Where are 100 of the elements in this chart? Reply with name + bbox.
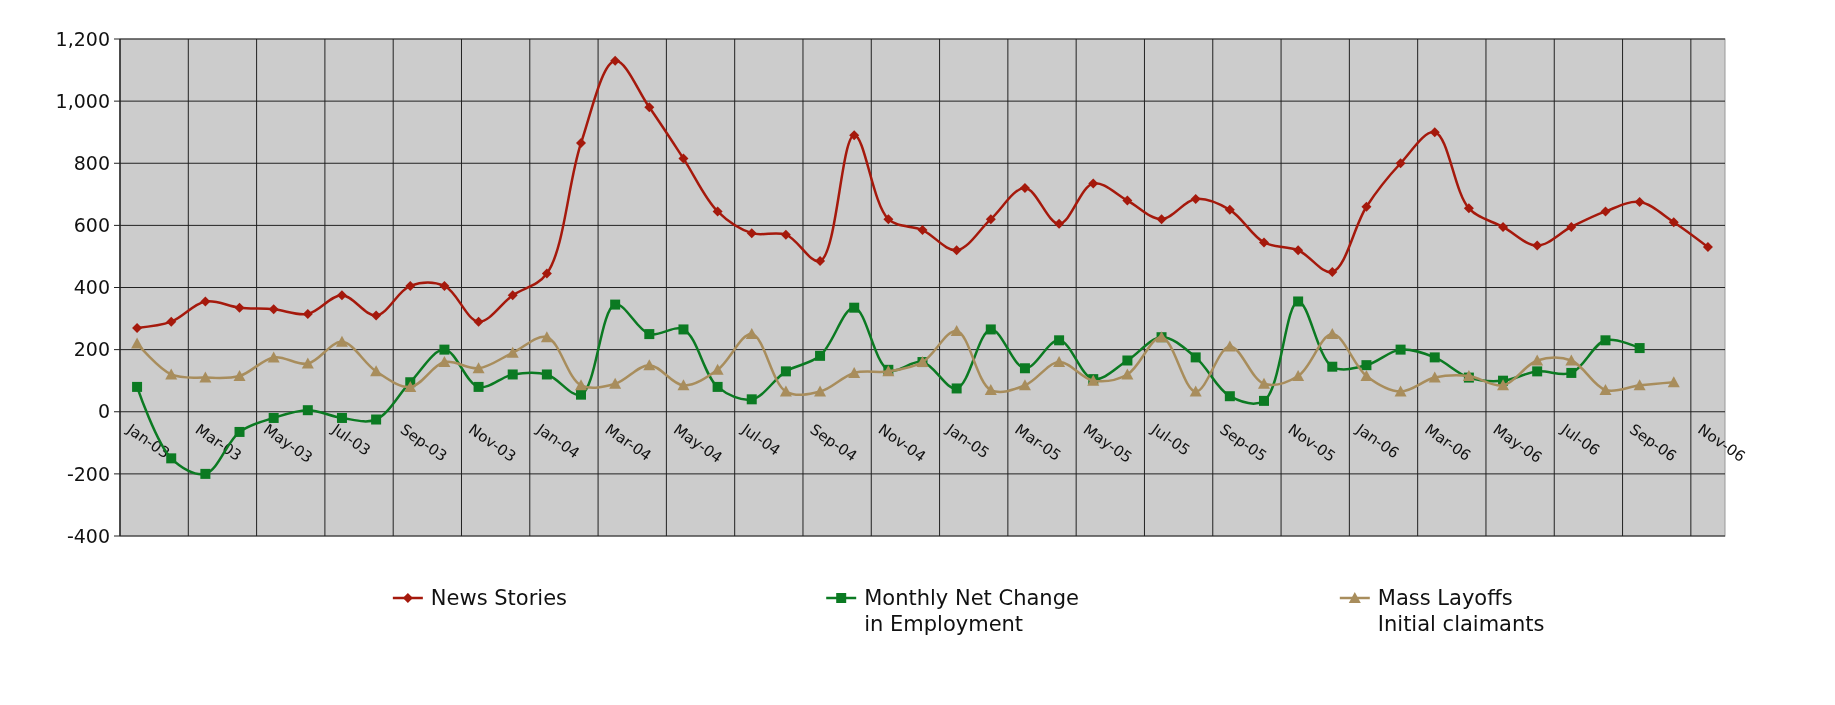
y-tick-label: -200 — [66, 462, 110, 485]
legend-label: Monthly Net Change in Employment — [864, 586, 1079, 636]
legend-label: Mass Layoffs Initial claimants — [1377, 586, 1545, 636]
point — [1532, 366, 1543, 377]
point — [472, 362, 485, 374]
y-tick-label: 800 — [73, 151, 110, 174]
point — [1018, 379, 1031, 391]
point — [677, 379, 690, 391]
point — [1122, 355, 1133, 366]
point — [541, 268, 552, 279]
point — [883, 214, 894, 225]
point — [200, 296, 211, 307]
point — [1326, 328, 1339, 340]
point — [1019, 363, 1030, 374]
point — [575, 379, 588, 391]
point — [473, 316, 484, 327]
point — [985, 324, 996, 335]
point — [1190, 193, 1201, 204]
point — [234, 302, 245, 313]
point — [678, 324, 689, 335]
point — [984, 384, 997, 396]
point — [1327, 361, 1338, 372]
point — [1223, 340, 1236, 352]
point — [951, 383, 962, 394]
point — [1395, 344, 1406, 355]
point — [1327, 266, 1338, 277]
point — [1019, 183, 1030, 194]
point — [1054, 335, 1065, 346]
point — [1224, 204, 1235, 215]
point — [1429, 352, 1440, 363]
point — [1257, 377, 1270, 389]
point — [1053, 356, 1066, 368]
point — [371, 414, 382, 425]
point — [1498, 221, 1509, 232]
point — [644, 102, 655, 113]
point — [371, 310, 382, 321]
point — [1463, 203, 1474, 214]
point — [746, 394, 757, 405]
point — [1668, 217, 1679, 228]
point — [1497, 379, 1510, 391]
point — [165, 368, 178, 380]
point — [609, 377, 622, 389]
y-tick-label: 1,200 — [55, 27, 110, 50]
point — [1156, 214, 1167, 225]
point — [507, 290, 518, 301]
point — [1600, 335, 1611, 346]
legend-label: News Stories — [430, 586, 568, 611]
point — [712, 206, 723, 217]
point — [815, 256, 826, 267]
point — [268, 304, 279, 315]
point — [473, 381, 484, 392]
point — [404, 380, 417, 392]
point — [1361, 201, 1372, 212]
point — [301, 357, 314, 369]
point — [1292, 370, 1305, 382]
y-tick-label: 200 — [73, 338, 110, 361]
point — [848, 366, 861, 378]
point — [576, 389, 587, 400]
point — [335, 335, 348, 347]
point — [1190, 352, 1201, 363]
point — [336, 290, 347, 301]
point — [132, 322, 143, 333]
point — [267, 351, 280, 363]
point — [1667, 376, 1680, 388]
point — [1121, 368, 1134, 380]
point — [1258, 237, 1269, 248]
point — [1293, 296, 1304, 307]
point — [507, 369, 518, 380]
point — [1258, 395, 1269, 406]
point — [336, 412, 347, 423]
point — [405, 280, 416, 291]
point — [745, 328, 758, 340]
point — [779, 385, 792, 397]
point — [1566, 367, 1577, 378]
point — [610, 299, 621, 310]
point — [1565, 354, 1578, 366]
point — [131, 337, 144, 349]
point — [1566, 221, 1577, 232]
point — [166, 316, 177, 327]
point — [1054, 218, 1065, 229]
point — [1224, 391, 1235, 402]
y-tick-label: 600 — [73, 214, 110, 237]
point — [439, 344, 450, 355]
point — [1088, 178, 1099, 189]
point — [1394, 385, 1407, 397]
point — [1531, 354, 1544, 366]
point — [268, 412, 279, 423]
point — [849, 130, 860, 141]
point — [780, 366, 791, 377]
point — [541, 369, 552, 380]
point — [132, 381, 143, 392]
point — [815, 350, 826, 361]
point — [1395, 158, 1406, 169]
point — [985, 214, 996, 225]
point — [1599, 384, 1612, 396]
y-tick-label: 1,000 — [55, 89, 110, 112]
point — [1634, 197, 1645, 208]
point — [1361, 360, 1372, 371]
point — [540, 331, 553, 343]
point — [1633, 379, 1646, 391]
